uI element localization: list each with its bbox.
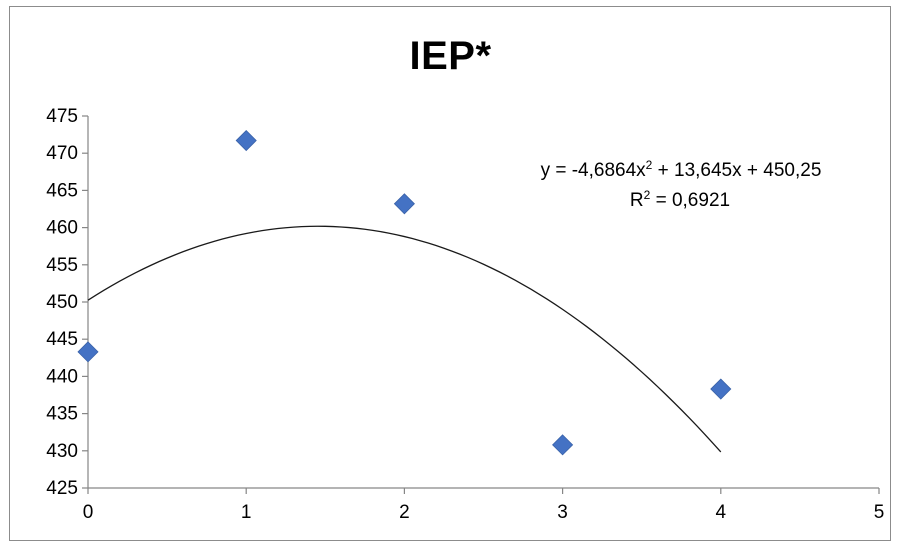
data-point — [77, 341, 99, 363]
data-point — [393, 193, 415, 215]
data-points — [77, 129, 732, 456]
y-tick-label: 430 — [46, 441, 78, 462]
x-axis-ticks: 0 1 2 3 4 5 — [83, 488, 885, 523]
y-tick-label: 465 — [46, 180, 78, 201]
y-tick-label: 445 — [46, 329, 78, 350]
y-axis-ticks: 425 430 435 440 445 450 455 460 465 470 475 — [46, 106, 88, 499]
data-point — [235, 129, 257, 152]
y-tick-label: 435 — [46, 404, 78, 425]
y-tick-label: 455 — [46, 255, 78, 276]
trendline-equation: y = -4,6864x2 + 13,645x + 450,25 — [541, 158, 822, 181]
x-tick-label: 2 — [399, 502, 410, 523]
chart-frame — [9, 6, 891, 541]
y-tick-label: 470 — [46, 143, 78, 164]
x-tick-label: 0 — [83, 502, 94, 523]
x-tick-label: 3 — [557, 502, 568, 523]
r-squared-label: R2 = 0,6921 — [630, 188, 730, 211]
y-tick-label: 450 — [46, 292, 78, 313]
data-point — [710, 378, 732, 400]
x-tick-label: 4 — [716, 502, 727, 523]
y-tick-label: 460 — [46, 218, 78, 239]
chart-title: IEP* — [409, 34, 492, 78]
y-tick-label: 440 — [46, 366, 78, 387]
data-point — [552, 434, 574, 456]
y-tick-label: 475 — [46, 106, 78, 127]
y-tick-label: 425 — [46, 478, 78, 499]
x-tick-label: 5 — [874, 502, 885, 523]
trendline — [87, 225, 722, 453]
x-tick-label: 1 — [241, 502, 252, 523]
trendline-curve — [87, 225, 722, 453]
